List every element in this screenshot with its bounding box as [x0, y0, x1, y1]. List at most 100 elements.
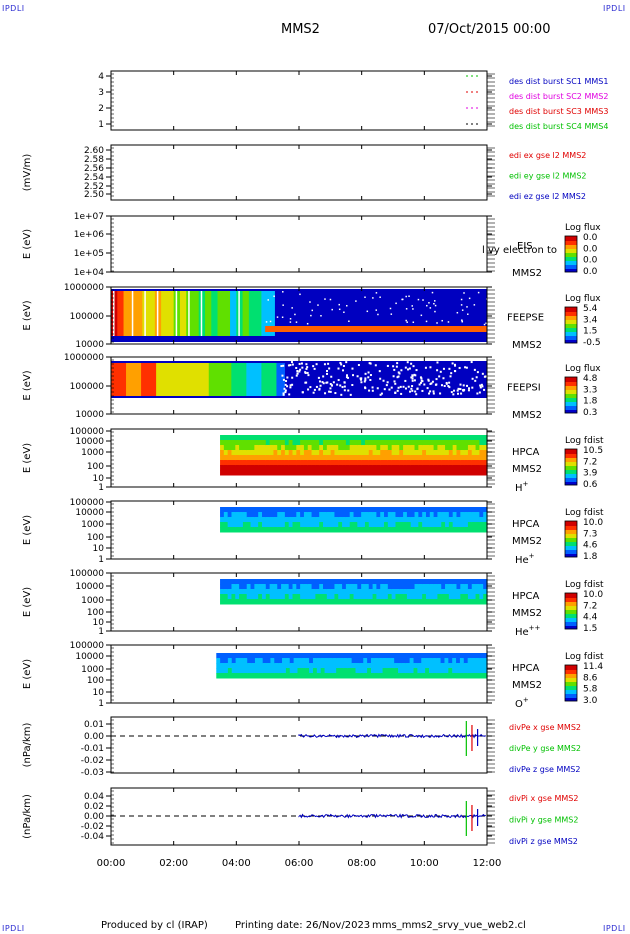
spectrogram-cell [422, 450, 427, 456]
spectrogram-cell [479, 522, 484, 528]
spectrogram-cell [483, 599, 488, 605]
spectrogram-cell [273, 599, 278, 605]
noise-pixel [294, 313, 296, 316]
noise-pixel [407, 385, 410, 388]
spectrogram-cell [361, 599, 366, 605]
spectrogram-cell [410, 470, 416, 476]
spectrogram-cell [311, 507, 316, 513]
noise-pixel [338, 308, 341, 311]
spectrogram-cell [475, 579, 480, 585]
noise-pixel [282, 291, 284, 293]
noise-pixel [394, 382, 397, 385]
colorbar-tick: 3.3 [583, 385, 597, 395]
colorbar-segment [565, 680, 577, 682]
spectrogram-cell [307, 522, 313, 528]
spectrogram-cell [353, 594, 358, 600]
spacecraft-label: MMS2 [512, 410, 542, 421]
spectrogram-cell [437, 470, 442, 476]
spectrogram-cell [422, 522, 427, 528]
spectrogram-cell [448, 450, 454, 456]
legend-item: des dist burst SC1 MMS1 [509, 77, 608, 86]
spectrogram-cell [433, 450, 439, 456]
noise-pixel [315, 385, 318, 388]
spectrogram-cell [395, 450, 400, 456]
spectrogram-cell [293, 663, 299, 669]
spectrogram-cell [452, 658, 457, 664]
colorbar-segment [565, 606, 577, 608]
noise-pixel [434, 300, 436, 302]
spectrogram-cell [368, 460, 374, 466]
spectrogram-cell [361, 460, 366, 466]
spectrogram-cell [261, 460, 267, 466]
spectrogram-cell [231, 450, 236, 456]
colorbar-segment [565, 521, 577, 523]
noise-pixel [408, 295, 410, 297]
spectrogram-cell [448, 522, 454, 528]
spectrogram-cell [243, 673, 248, 679]
spectrogram-cell [353, 584, 358, 590]
spectrogram-cell [231, 589, 236, 595]
spectrogram-cell [224, 668, 229, 674]
spectrogram-cell [460, 599, 465, 605]
noise-pixel [481, 385, 484, 388]
spectrogram-cell [467, 663, 473, 669]
colorbar-segment [565, 697, 577, 699]
spectrogram-cell [406, 579, 412, 585]
noise-pixel [291, 376, 294, 379]
noise-pixel [355, 300, 357, 302]
colorbar-tick: 1.8 [583, 552, 598, 562]
spectrogram-cell [384, 579, 389, 585]
spectrogram-cell [403, 440, 408, 446]
spectrogram-cell [285, 658, 291, 664]
spectrogram-cell [319, 512, 324, 518]
noise-pixel [430, 382, 433, 385]
spectrogram-cell [227, 599, 233, 605]
spectrogram-cell [319, 594, 324, 600]
spectrogram-cell [441, 589, 446, 595]
spectrogram-cell [231, 465, 236, 471]
spectrogram-cell [243, 653, 248, 659]
spectrogram-cell [311, 455, 316, 461]
colorbar-segment [565, 341, 577, 343]
spectrogram-cell [235, 450, 240, 456]
spectrogram-cell [401, 653, 407, 659]
spectrogram-cell [246, 507, 252, 513]
spectrogram-cell [311, 579, 316, 585]
species-charge: + [523, 480, 529, 488]
spectrogram-column [142, 291, 150, 336]
spectrogram-cell [391, 440, 397, 446]
spectrogram-cell [460, 460, 465, 466]
spectrogram-column [129, 291, 138, 336]
spectrogram-cell [307, 445, 313, 451]
spectrogram-cell [220, 663, 225, 669]
spectrogram-cell [307, 579, 313, 585]
spectrogram-cell [471, 470, 477, 476]
spectrogram-cell [372, 450, 378, 456]
spectrogram-cell [460, 470, 465, 476]
spectrogram-cell [452, 512, 458, 518]
spectrogram-cell [414, 589, 419, 595]
spectrogram-cell [284, 512, 290, 518]
noise-pixel [477, 291, 480, 294]
colorbar-segment [565, 616, 577, 618]
y-tick-label: 10 [93, 618, 105, 628]
spectrogram-cell [315, 579, 320, 585]
spectrogram-cell [428, 673, 434, 679]
spectrogram-cell [376, 599, 381, 605]
spectrogram-cell [345, 445, 351, 451]
y-tick-label: 1 [98, 699, 104, 709]
colorbar-segment [565, 684, 577, 686]
colorbar-segment [565, 694, 577, 696]
noise-pixel [286, 385, 289, 388]
spectrogram-cell [429, 517, 435, 523]
spectrogram-cell [345, 460, 351, 466]
spectrogram-cell [273, 589, 278, 595]
colorbar-segment [565, 241, 577, 243]
colorbar-segment [565, 308, 577, 310]
spectrogram-cell [296, 445, 301, 451]
spectrogram-cell [471, 663, 476, 669]
spectrogram-cell [382, 653, 388, 659]
spectrogram-cell [425, 658, 430, 664]
spectrogram-cell [312, 668, 318, 674]
